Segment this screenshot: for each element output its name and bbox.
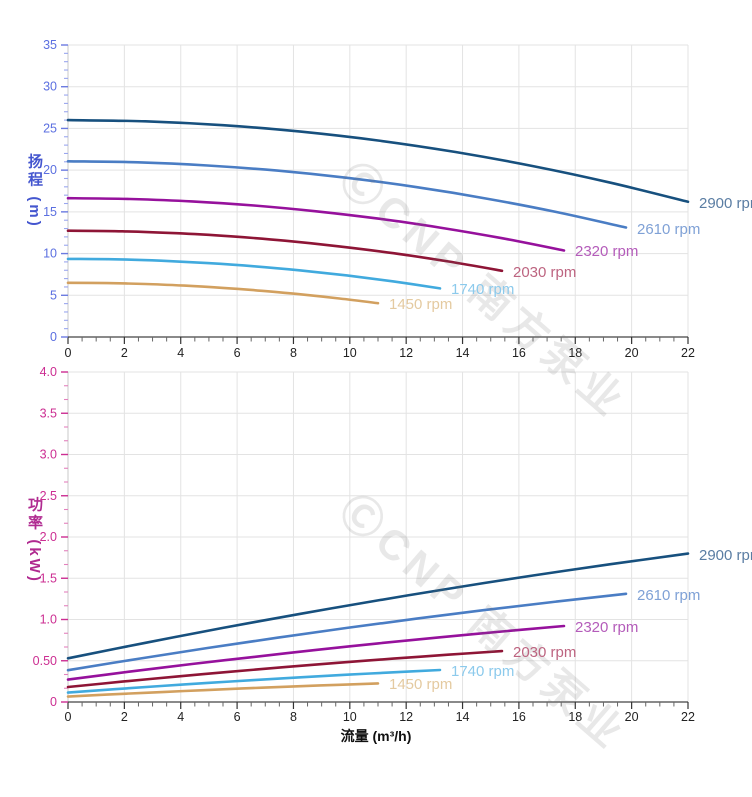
y-tick-label: 3.5 bbox=[40, 406, 57, 420]
rpm-label-2030: 2030 rpm bbox=[513, 644, 577, 662]
x-tick-label: 20 bbox=[625, 710, 639, 724]
rpm-label-1740: 1740 rpm bbox=[451, 662, 515, 680]
x-tick-label: 4 bbox=[177, 346, 184, 360]
x-tick-label: 6 bbox=[234, 346, 241, 360]
x-tick-label: 12 bbox=[399, 346, 413, 360]
x-tick-label: 20 bbox=[625, 346, 639, 360]
y-tick-label: 35 bbox=[43, 38, 57, 52]
x-tick-label: 0 bbox=[65, 346, 72, 360]
curve-2030-rpm bbox=[66, 649, 504, 689]
x-tick-label: 10 bbox=[343, 346, 357, 360]
rpm-label-2030: 2030 rpm bbox=[513, 263, 577, 281]
curve-2320-rpm bbox=[66, 196, 566, 252]
y-tick-label: 5 bbox=[50, 288, 57, 302]
y-tick-label: 3.0 bbox=[40, 448, 57, 462]
y-tick-label: 2.5 bbox=[40, 489, 57, 503]
x-tick-label: 16 bbox=[512, 346, 526, 360]
y-tick-label: 1.0 bbox=[40, 613, 57, 627]
rpm-label-2610: 2610 rpm bbox=[637, 220, 701, 238]
x-tick-label: 4 bbox=[177, 710, 184, 724]
curve-1740-rpm bbox=[66, 668, 442, 694]
x-tick-label: 12 bbox=[399, 710, 413, 724]
x-tick-label: 18 bbox=[568, 710, 582, 724]
rpm-label-2320: 2320 rpm bbox=[575, 243, 639, 261]
rpm-label-1450: 1450 rpm bbox=[389, 676, 453, 694]
x-tick-label: 14 bbox=[456, 346, 470, 360]
power-axis-title: 功率 (kW) bbox=[26, 496, 43, 584]
x-tick-label: 18 bbox=[568, 346, 582, 360]
x-tick-label: 2 bbox=[121, 710, 128, 724]
x-tick-label: 8 bbox=[290, 346, 297, 360]
y-tick-label: 20 bbox=[43, 163, 57, 177]
y-tick-label: 10 bbox=[43, 247, 57, 261]
y-tick-label: 2.0 bbox=[40, 530, 57, 544]
y-tick-label: 1.5 bbox=[40, 571, 57, 585]
flow-axis-title: 流量 (m³/h) bbox=[340, 728, 412, 744]
rpm-label-1740: 1740 rpm bbox=[451, 281, 515, 299]
rpm-label-2900: 2900 rpm bbox=[699, 546, 752, 564]
y-tick-label: 30 bbox=[43, 80, 57, 94]
rpm-label-2610: 2610 rpm bbox=[637, 586, 701, 604]
x-tick-label: 0 bbox=[65, 710, 72, 724]
y-tick-label: 4.0 bbox=[40, 365, 57, 379]
curve-2030-rpm bbox=[66, 229, 504, 273]
curve-2900-rpm bbox=[66, 552, 690, 660]
x-tick-label: 14 bbox=[456, 710, 470, 724]
curve-1450-rpm bbox=[66, 682, 380, 698]
x-tick-label: 22 bbox=[681, 346, 695, 360]
x-tick-label: 16 bbox=[512, 710, 526, 724]
x-tick-label: 10 bbox=[343, 710, 357, 724]
rpm-label-1450: 1450 rpm bbox=[389, 296, 453, 314]
y-tick-label: 15 bbox=[43, 205, 57, 219]
curve-1450-rpm bbox=[66, 281, 380, 305]
x-tick-label: 6 bbox=[234, 710, 241, 724]
curve-2610-rpm bbox=[66, 592, 628, 672]
rpm-label-2900: 2900 rpm bbox=[699, 194, 752, 212]
head-chart: 0 2 4 6 8 10 12 14 16 18 20 22 0 5 10 15 20 25 30 35 bbox=[43, 38, 695, 360]
y-tick-label: 0.50 bbox=[33, 654, 57, 668]
y-tick-label: 0 bbox=[50, 330, 57, 344]
curve-2320-rpm bbox=[66, 624, 566, 681]
x-tick-label: 8 bbox=[290, 710, 297, 724]
curve-2610-rpm bbox=[66, 160, 628, 229]
x-tick-label: 22 bbox=[681, 710, 695, 724]
curve-2900-rpm bbox=[66, 118, 690, 204]
power-chart: 0 2 4 6 8 10 12 14 16 18 20 22 0 0.50 1.0 1.5 2.0 2.5 3.0 3… bbox=[33, 365, 695, 724]
x-tick-label: 2 bbox=[121, 346, 128, 360]
y-tick-label: 0 bbox=[50, 695, 57, 709]
curve-1740-rpm bbox=[66, 257, 442, 290]
rpm-label-2320: 2320 rpm bbox=[575, 619, 639, 637]
y-tick-label: 25 bbox=[43, 121, 57, 135]
head-axis-title: 扬程 (m) bbox=[26, 153, 43, 229]
